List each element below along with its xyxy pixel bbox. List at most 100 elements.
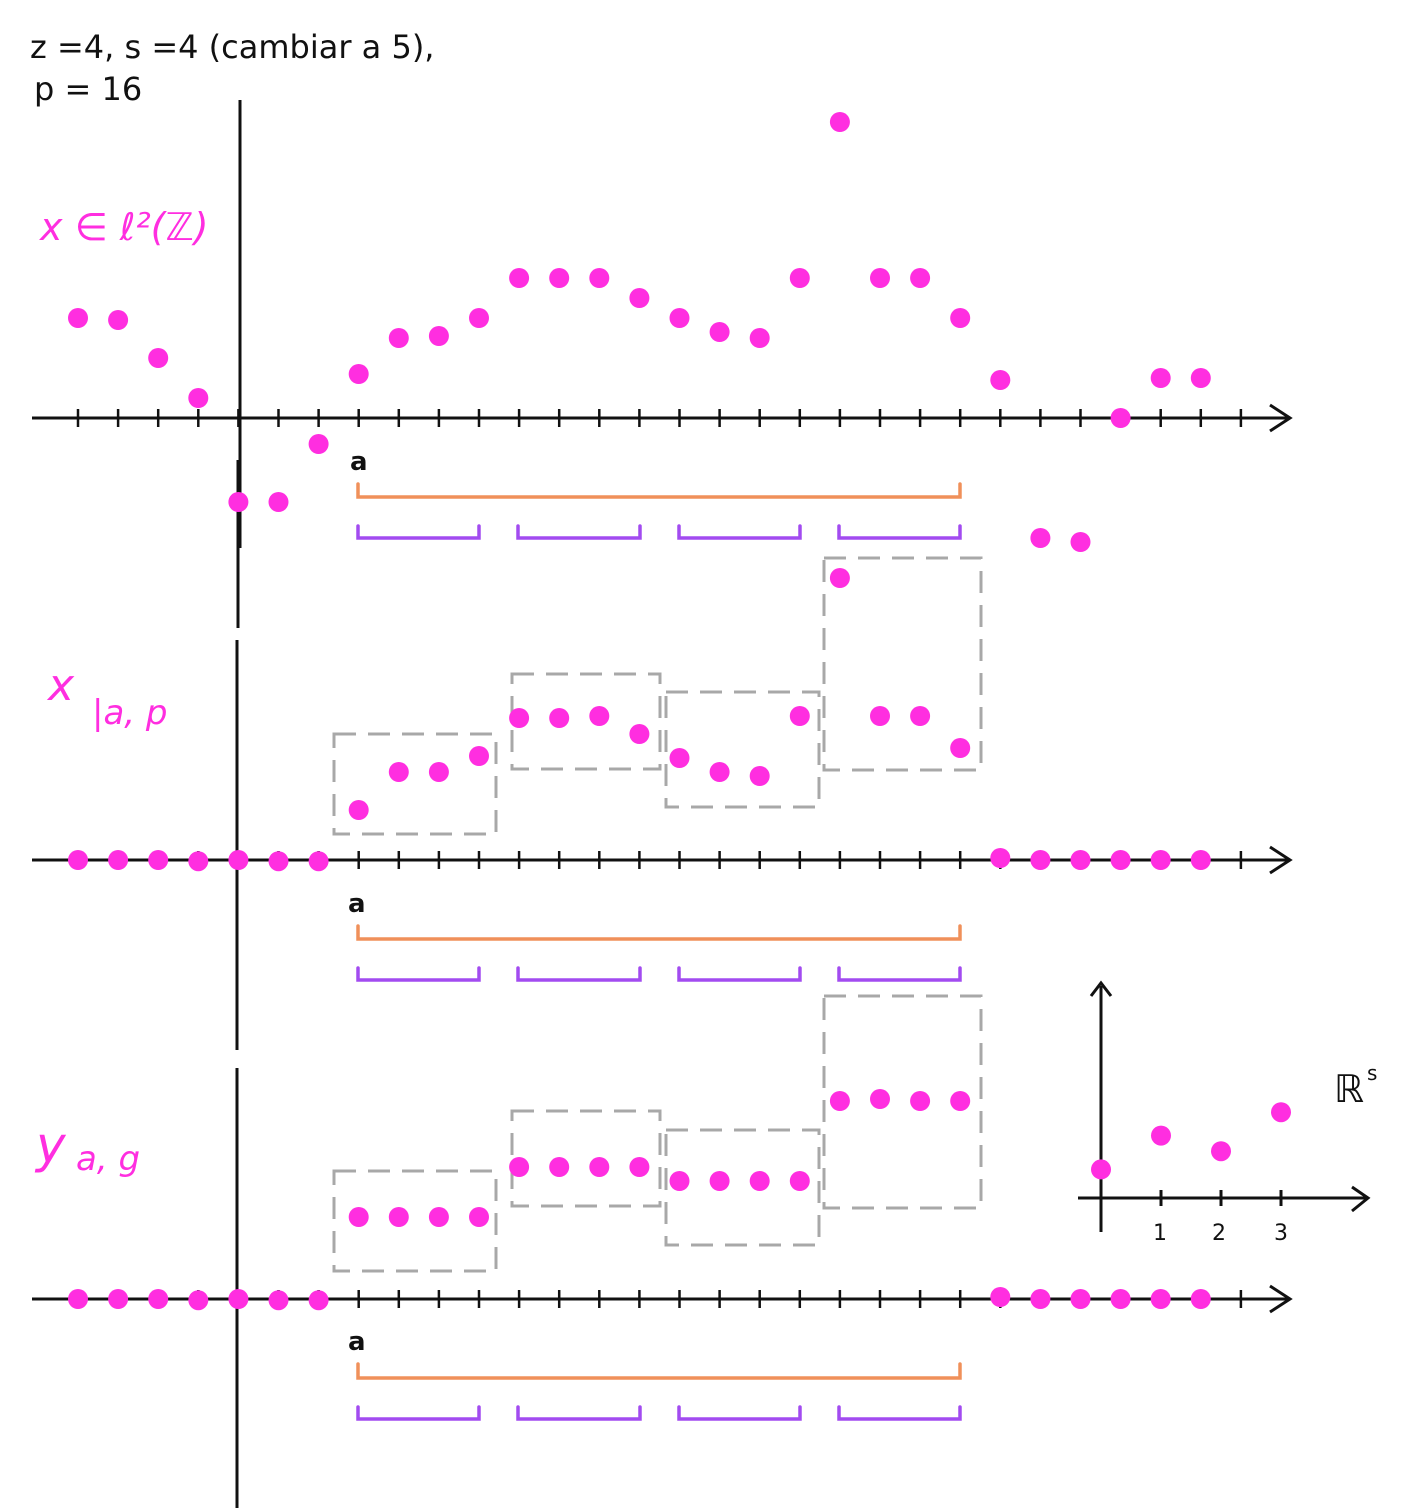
sample-point — [549, 268, 570, 288]
sample-point — [108, 1289, 129, 1309]
sample-point — [749, 766, 770, 786]
sample-point — [188, 1290, 209, 1311]
brackets-panel-3 — [356, 1362, 962, 1421]
sample-point — [589, 268, 610, 288]
sample-point — [428, 1207, 449, 1227]
inset-tick-label: 2 — [1212, 1221, 1226, 1246]
sample-point — [669, 748, 690, 768]
sample-point — [228, 850, 249, 870]
horizontal-axis-arrow — [1269, 1284, 1293, 1314]
rs-label-sup: s — [1367, 1061, 1377, 1085]
header-line-2: p = 16 — [34, 70, 142, 108]
sample-point — [348, 1207, 369, 1227]
block-box — [822, 556, 983, 772]
label-x-restricted-sub: |a, p — [92, 693, 168, 733]
sample-point — [629, 288, 650, 308]
window-bracket — [356, 482, 962, 499]
sample-point — [1030, 528, 1051, 548]
sample-point — [950, 738, 971, 758]
label-x-signal: x ∈ ℓ²(ℤ) — [39, 205, 209, 249]
inset-point — [1091, 1159, 1111, 1180]
sample-point — [1190, 850, 1211, 870]
sample-point — [348, 364, 369, 384]
inset-tick-label: 3 — [1274, 1221, 1288, 1246]
sample-point — [870, 706, 890, 726]
sample-point — [789, 1171, 810, 1191]
inset-dots — [1091, 1102, 1291, 1180]
sample-point — [629, 724, 650, 744]
block-bracket — [837, 966, 962, 982]
block-bracket — [837, 1405, 962, 1421]
sample-point — [188, 851, 209, 872]
sample-point — [509, 268, 530, 288]
sample-point — [1110, 850, 1131, 870]
block-bracket — [677, 524, 802, 540]
sample-point — [388, 1207, 409, 1227]
inset-x-arrow — [1351, 1185, 1371, 1213]
window-bracket — [356, 1362, 962, 1380]
block-bracket — [516, 966, 642, 982]
sample-point — [308, 1290, 329, 1311]
sample-point — [148, 850, 169, 870]
sample-point — [68, 1289, 88, 1309]
sample-point — [709, 322, 730, 342]
a-marker-1: a — [350, 447, 368, 477]
inset-point — [1211, 1141, 1231, 1162]
block-bracket — [356, 524, 481, 540]
sample-point — [829, 568, 850, 588]
sample-point — [348, 800, 369, 820]
sample-point — [990, 370, 1011, 390]
sample-point — [428, 326, 449, 346]
sample-point — [709, 1171, 730, 1191]
sample-point — [1030, 850, 1051, 870]
sample-point — [829, 1091, 850, 1111]
sample-point — [1190, 368, 1211, 388]
sample-point — [469, 308, 489, 328]
sample-point — [308, 851, 329, 872]
header-line-1: z =4, s =4 (cambiar a 5), — [30, 28, 434, 66]
sample-point — [469, 746, 489, 766]
sample-point — [910, 268, 931, 288]
sample-point — [469, 1207, 489, 1227]
block-boxes-y — [332, 994, 983, 1273]
sample-point — [910, 1091, 931, 1111]
sample-point — [629, 1157, 650, 1177]
block-bracket — [356, 966, 481, 982]
sample-point — [68, 850, 88, 870]
sample-point — [589, 706, 610, 726]
sample-point — [549, 708, 570, 728]
sample-point — [509, 708, 530, 728]
sample-point — [268, 851, 289, 872]
sample-point — [1030, 1289, 1051, 1309]
sample-point — [268, 1290, 289, 1311]
sample-point — [749, 328, 770, 348]
block-box — [664, 1128, 821, 1247]
block-boxes-x-restricted — [332, 556, 983, 836]
sample-point — [589, 1157, 610, 1177]
sample-point — [1070, 850, 1091, 870]
block-box — [332, 732, 498, 836]
block-box — [822, 994, 983, 1210]
sample-point — [669, 308, 690, 328]
inset-point — [1151, 1125, 1171, 1146]
block-bracket — [516, 524, 642, 540]
sample-point — [1110, 408, 1131, 428]
inset-tick-label: 1 — [1153, 1221, 1167, 1246]
sample-point — [268, 492, 289, 512]
sample-point — [388, 762, 409, 782]
block-box — [510, 1109, 662, 1208]
signal-y-dots — [68, 1089, 1211, 1311]
label-x-restricted: x — [46, 660, 75, 711]
sample-point — [789, 268, 810, 288]
rs-label: ℝ — [1334, 1067, 1364, 1111]
horizontal-axis-arrow — [1269, 403, 1293, 433]
horizontal-axis-arrow — [1269, 845, 1293, 875]
inset-point — [1271, 1102, 1291, 1123]
block-box — [332, 1169, 498, 1273]
sample-point — [709, 762, 730, 782]
sample-point — [1070, 1289, 1091, 1309]
sample-point — [910, 706, 931, 726]
sample-point — [990, 1287, 1011, 1307]
